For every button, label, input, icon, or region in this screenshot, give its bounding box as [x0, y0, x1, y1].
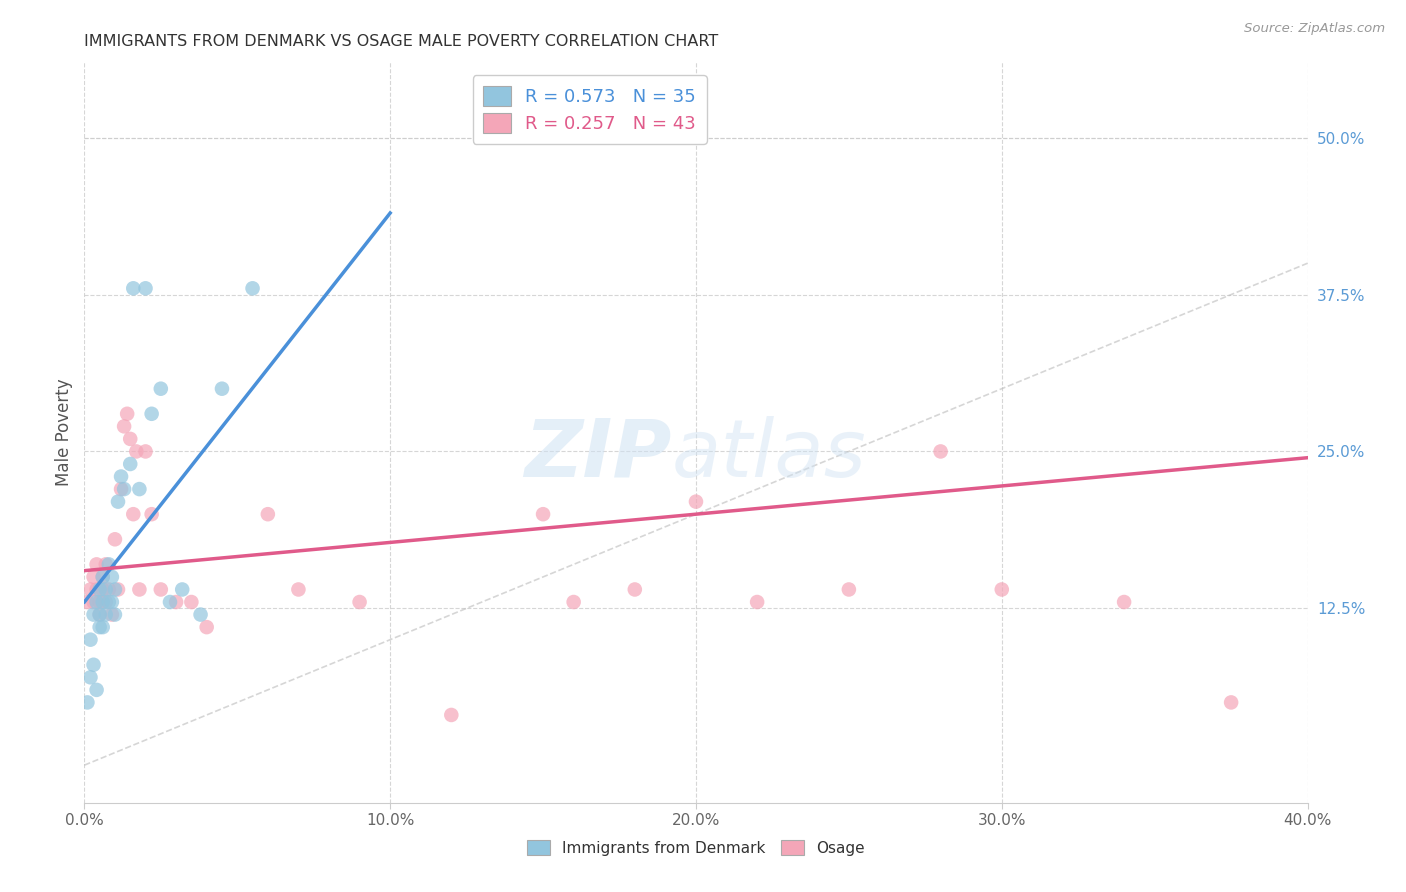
- Point: [120, 432, 142, 446]
- Point: [624, 582, 647, 597]
- Point: [79, 582, 101, 597]
- Point: [172, 582, 194, 597]
- Point: [89, 620, 111, 634]
- Text: IMMIGRANTS FROM DENMARK VS OSAGE MALE POVERTY CORRELATION CHART: IMMIGRANTS FROM DENMARK VS OSAGE MALE PO…: [84, 34, 718, 49]
- Point: [83, 657, 105, 672]
- Point: [104, 607, 127, 622]
- Point: [115, 407, 138, 421]
- Point: [94, 595, 117, 609]
- Point: [86, 682, 108, 697]
- Point: [141, 507, 163, 521]
- Point: [440, 708, 463, 723]
- Point: [91, 570, 114, 584]
- Text: atlas: atlas: [672, 416, 866, 494]
- Point: [257, 507, 280, 521]
- Point: [76, 595, 98, 609]
- Point: [83, 570, 105, 584]
- Point: [101, 570, 124, 584]
- Point: [242, 281, 264, 295]
- Point: [112, 482, 135, 496]
- Point: [104, 533, 127, 547]
- Point: [195, 620, 218, 634]
- Point: [747, 595, 769, 609]
- Point: [929, 444, 952, 458]
- Point: [79, 670, 101, 684]
- Point: [125, 444, 148, 458]
- Point: [190, 607, 212, 622]
- Point: [97, 558, 120, 572]
- Point: [122, 507, 145, 521]
- Point: [107, 582, 129, 597]
- Point: [135, 281, 157, 295]
- Point: [89, 582, 111, 597]
- Point: [101, 607, 124, 622]
- Point: [83, 607, 105, 622]
- Point: [104, 582, 127, 597]
- Point: [211, 382, 233, 396]
- Point: [149, 582, 172, 597]
- Point: [91, 595, 114, 609]
- Legend: Immigrants from Denmark, Osage: Immigrants from Denmark, Osage: [522, 834, 870, 862]
- Point: [91, 582, 114, 597]
- Point: [94, 607, 117, 622]
- Point: [97, 582, 120, 597]
- Point: [141, 407, 163, 421]
- Point: [991, 582, 1014, 597]
- Point: [86, 582, 108, 597]
- Point: [349, 595, 371, 609]
- Point: [112, 419, 135, 434]
- Point: [128, 482, 150, 496]
- Point: [287, 582, 309, 597]
- Point: [149, 382, 172, 396]
- Point: [76, 695, 98, 709]
- Point: [94, 582, 117, 597]
- Point: [180, 595, 202, 609]
- Text: Source: ZipAtlas.com: Source: ZipAtlas.com: [1244, 22, 1385, 36]
- Point: [91, 570, 114, 584]
- Point: [110, 482, 132, 496]
- Point: [89, 607, 111, 622]
- Point: [91, 620, 114, 634]
- Point: [531, 507, 554, 521]
- Point: [128, 582, 150, 597]
- Point: [135, 444, 157, 458]
- Point: [79, 632, 101, 647]
- Point: [89, 607, 111, 622]
- Point: [122, 281, 145, 295]
- Point: [685, 494, 707, 508]
- Point: [110, 469, 132, 483]
- Point: [86, 595, 108, 609]
- Point: [120, 457, 142, 471]
- Text: ZIP: ZIP: [524, 416, 672, 494]
- Point: [94, 558, 117, 572]
- Point: [83, 595, 105, 609]
- Point: [89, 595, 111, 609]
- Point: [97, 595, 120, 609]
- Y-axis label: Male Poverty: Male Poverty: [55, 379, 73, 486]
- Point: [107, 494, 129, 508]
- Point: [165, 595, 187, 609]
- Point: [1220, 695, 1243, 709]
- Point: [159, 595, 181, 609]
- Point: [101, 595, 124, 609]
- Point: [562, 595, 585, 609]
- Point: [838, 582, 860, 597]
- Point: [1114, 595, 1136, 609]
- Point: [86, 558, 108, 572]
